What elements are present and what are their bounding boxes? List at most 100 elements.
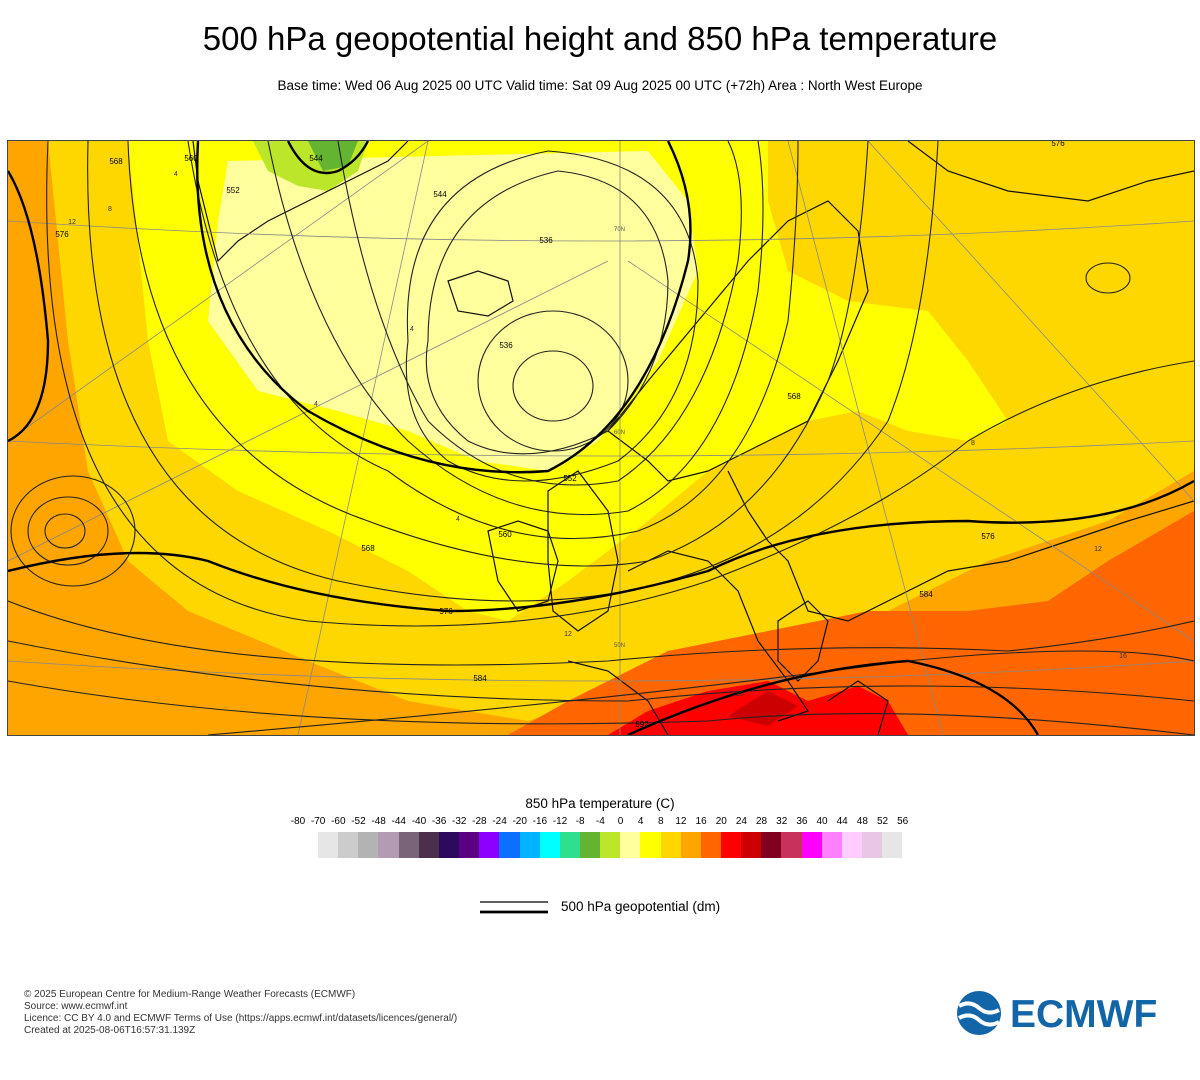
scale-tick-label: 12 bbox=[675, 816, 687, 827]
scale-tick-label: 32 bbox=[776, 816, 788, 827]
weather-map[interactable]: 576 568 576 544 560 552 536 536 544 560 … bbox=[7, 140, 1195, 736]
temperature-label: 16 bbox=[1119, 653, 1127, 660]
scale-swatch bbox=[660, 832, 681, 858]
contour-label: 560 bbox=[184, 154, 198, 163]
scale-swatch bbox=[761, 832, 782, 858]
scale-tick-label: -48 bbox=[371, 816, 386, 827]
scale-tick-label: -40 bbox=[411, 816, 427, 827]
temperature-label: 8 bbox=[971, 440, 975, 447]
scale-swatch bbox=[479, 832, 500, 858]
scale-tick-label: -12 bbox=[552, 816, 568, 827]
scale-swatch bbox=[539, 832, 560, 858]
scale-tick-label: 48 bbox=[856, 816, 868, 827]
scale-swatch bbox=[600, 832, 621, 858]
scale-tick-label: 24 bbox=[735, 816, 747, 827]
scale-swatch bbox=[338, 832, 359, 858]
map-canvas: 576 568 576 544 560 552 536 536 544 560 … bbox=[8, 141, 1194, 735]
temperature-label: 4 bbox=[456, 516, 460, 523]
lat-label: 50N bbox=[614, 643, 625, 649]
logo-text: ECMWF bbox=[1010, 993, 1157, 1036]
scale-swatch bbox=[781, 832, 802, 858]
scale-tick-label: -20 bbox=[512, 816, 527, 827]
temp-zone-cool bbox=[208, 151, 698, 471]
temperature-label: 8 bbox=[108, 206, 112, 213]
scale-swatch bbox=[680, 832, 701, 858]
scale-tick-label: -24 bbox=[492, 816, 507, 827]
scale-tick-label: 16 bbox=[695, 816, 707, 827]
contour-label: 544 bbox=[309, 154, 323, 163]
scale-tick-label: -36 bbox=[431, 816, 447, 827]
contour-label: 544 bbox=[433, 190, 447, 199]
scale-tick-label: -4 bbox=[595, 816, 605, 827]
scale-swatch bbox=[882, 832, 903, 858]
scale-swatch bbox=[418, 832, 439, 858]
temperature-label: 12 bbox=[564, 631, 572, 638]
chart-subtitle: Base time: Wed 06 Aug 2025 00 UTC Valid … bbox=[277, 78, 923, 93]
contour-label: 536 bbox=[539, 236, 553, 245]
scale-swatch bbox=[438, 832, 460, 858]
scale-tick-label: 28 bbox=[756, 816, 768, 827]
scale-swatch bbox=[841, 832, 863, 858]
contour-label: 552 bbox=[563, 474, 577, 483]
copyright-line: © 2025 European Centre for Medium-Range … bbox=[24, 989, 356, 1000]
contour-label: 576 bbox=[981, 532, 995, 541]
scale-swatch bbox=[579, 832, 601, 858]
scale-swatch bbox=[559, 832, 580, 858]
contour-label: 552 bbox=[226, 186, 240, 195]
scale-swatch bbox=[801, 832, 822, 858]
source-line: Source: www.ecmwf.int bbox=[24, 1001, 128, 1012]
temp-zone-minus8-minus4 bbox=[308, 141, 358, 171]
temperature-label: 4 bbox=[410, 326, 414, 333]
scale-tick-label: 0 bbox=[617, 816, 624, 827]
credits: © 2025 European Centre for Medium-Range … bbox=[24, 989, 457, 1037]
scale-swatch bbox=[398, 832, 419, 858]
scale-swatch bbox=[700, 832, 722, 858]
ecmwf-logo-mark: ECMWF bbox=[957, 991, 1157, 1036]
scale-swatch bbox=[862, 832, 883, 858]
scale-tick-label: 44 bbox=[836, 816, 848, 827]
scale-tick-label: -80 bbox=[290, 816, 306, 827]
scale-swatch bbox=[459, 832, 480, 858]
scale-tick-label: 20 bbox=[715, 816, 727, 827]
contour-label: 584 bbox=[473, 674, 487, 683]
scale-tick-label: -28 bbox=[472, 816, 487, 827]
temp-zone-12-16 bbox=[508, 511, 1194, 735]
scale-tick-label: -16 bbox=[532, 816, 548, 827]
scale-tick-label: 4 bbox=[637, 816, 644, 827]
scale-swatch bbox=[499, 832, 520, 858]
contour-label: 536 bbox=[499, 341, 513, 350]
temperature-label: 4 bbox=[314, 401, 318, 408]
scale-tick-label: 52 bbox=[876, 816, 889, 827]
contour-label: 592 bbox=[635, 720, 649, 729]
scale-swatch bbox=[640, 832, 661, 858]
temperature-label: 12 bbox=[68, 219, 76, 226]
lat-label: 60N bbox=[614, 430, 625, 436]
temperature-label: 12 bbox=[1094, 546, 1102, 553]
scale-tick-label: -8 bbox=[575, 816, 585, 827]
scale-swatch bbox=[821, 832, 842, 858]
temperature-labels: 12 8 4 4 4 4 8 12 12 20 16 bbox=[68, 171, 1127, 698]
chart-title: 500 hPa geopotential height and 850 hPa … bbox=[202, 20, 998, 57]
contour-label: 576 bbox=[55, 230, 69, 239]
contour-labels: 576 568 576 544 560 552 536 536 544 560 … bbox=[55, 141, 1065, 729]
scale-tick-label: -32 bbox=[452, 816, 467, 827]
contour-label: 568 bbox=[787, 392, 801, 401]
legend-title: 850 hPa temperature (C) bbox=[525, 796, 675, 811]
scale-tick-label: -44 bbox=[391, 816, 406, 827]
temperature-label: 4 bbox=[174, 171, 178, 178]
scale-swatch bbox=[741, 832, 762, 858]
contour-label: 560 bbox=[498, 530, 512, 539]
geopotential-line-key bbox=[480, 901, 548, 914]
scale-swatch bbox=[519, 832, 540, 858]
contour-label: 576 bbox=[439, 607, 453, 616]
scale-tick-label: 36 bbox=[796, 816, 808, 827]
ecmwf-logo[interactable]: ECMWF bbox=[952, 990, 1178, 1036]
licence-line: Licence: CC BY 4.0 and ECMWF Terms of Us… bbox=[24, 1013, 458, 1024]
line-key-label: 500 hPa geopotential (dm) bbox=[561, 899, 721, 914]
temperature-label: 20 bbox=[736, 691, 744, 698]
geopotential-contours bbox=[8, 141, 1194, 735]
scale-swatch bbox=[620, 832, 641, 858]
scale-tick-label: -60 bbox=[331, 816, 346, 827]
scale-swatch bbox=[318, 832, 339, 858]
contour-label: 568 bbox=[109, 157, 123, 166]
